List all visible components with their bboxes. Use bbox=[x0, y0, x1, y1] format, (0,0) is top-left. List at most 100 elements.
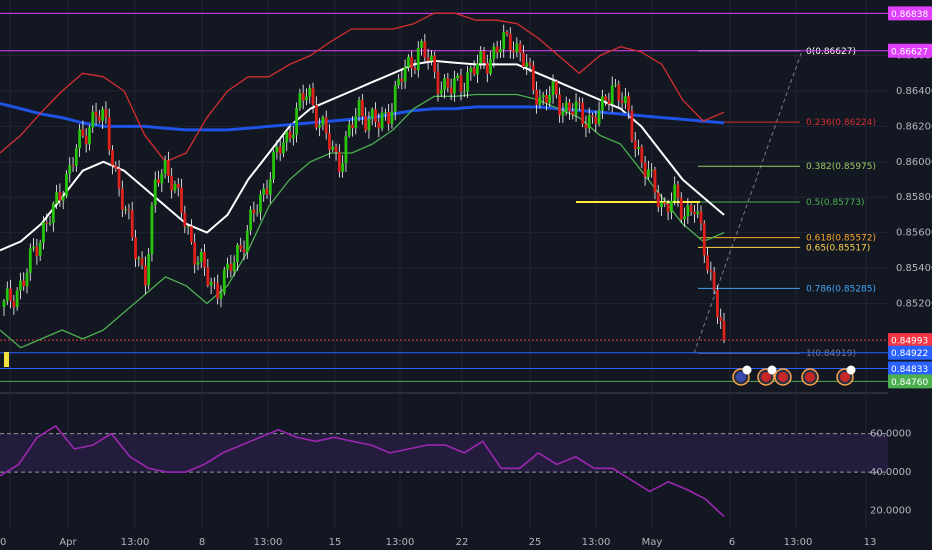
candle-body[interactable] bbox=[143, 265, 147, 286]
candle-body[interactable] bbox=[19, 280, 22, 291]
candle-body[interactable] bbox=[666, 203, 670, 213]
candle-body[interactable] bbox=[48, 222, 52, 224]
candle-body[interactable] bbox=[9, 288, 12, 301]
candle-body[interactable] bbox=[689, 205, 693, 212]
candle-body[interactable] bbox=[236, 245, 239, 262]
candle-body[interactable] bbox=[245, 230, 249, 253]
candle-body[interactable] bbox=[314, 105, 318, 128]
candle-body[interactable] bbox=[25, 272, 29, 287]
candle-body[interactable] bbox=[81, 129, 85, 136]
candle-body[interactable] bbox=[180, 187, 183, 213]
candle-body[interactable] bbox=[413, 68, 417, 71]
candle-body[interactable] bbox=[334, 146, 338, 153]
candle-body[interactable] bbox=[183, 212, 187, 227]
candle-body[interactable] bbox=[660, 202, 663, 208]
candle-body[interactable] bbox=[410, 56, 414, 69]
candle-body[interactable] bbox=[357, 99, 361, 116]
candle-body[interactable] bbox=[393, 85, 397, 112]
candle-body[interactable] bbox=[722, 320, 726, 341]
candle-body[interactable] bbox=[153, 179, 157, 206]
candle-body[interactable] bbox=[630, 110, 634, 141]
candle-body[interactable] bbox=[472, 67, 476, 75]
candle-body[interactable] bbox=[22, 280, 26, 287]
candle-body[interactable] bbox=[374, 109, 377, 122]
candle-body[interactable] bbox=[495, 46, 499, 53]
candle-body[interactable] bbox=[709, 270, 713, 272]
candle-body[interactable] bbox=[462, 91, 466, 93]
candle-body[interactable] bbox=[545, 95, 548, 104]
candle-body[interactable] bbox=[719, 317, 723, 321]
candle-body[interactable] bbox=[492, 46, 496, 60]
candle-body[interactable] bbox=[38, 242, 42, 256]
candle-body[interactable] bbox=[311, 88, 315, 106]
candle-body[interactable] bbox=[446, 78, 450, 88]
candle-body[interactable] bbox=[623, 96, 627, 104]
candle-body[interactable] bbox=[42, 222, 45, 243]
candle-body[interactable] bbox=[535, 89, 539, 105]
candle-body[interactable] bbox=[617, 84, 621, 101]
candle-body[interactable] bbox=[600, 96, 604, 111]
candle-body[interactable] bbox=[117, 168, 121, 189]
candle-body[interactable] bbox=[377, 121, 381, 129]
candle-body[interactable] bbox=[416, 47, 420, 71]
candle-body[interactable] bbox=[206, 267, 210, 286]
candle-body[interactable] bbox=[620, 100, 624, 104]
candle-body[interactable] bbox=[150, 205, 154, 255]
candle-body[interactable] bbox=[252, 209, 256, 214]
candle-body[interactable] bbox=[157, 179, 160, 184]
candle-body[interactable] bbox=[482, 51, 486, 64]
candle-body[interactable] bbox=[55, 192, 59, 204]
candle-body[interactable] bbox=[702, 223, 706, 256]
candle-body[interactable] bbox=[669, 200, 673, 213]
candle-body[interactable] bbox=[508, 33, 512, 51]
candle-body[interactable] bbox=[5, 288, 9, 301]
candle-body[interactable] bbox=[637, 147, 640, 149]
candle-body[interactable] bbox=[456, 75, 460, 79]
candle-body[interactable] bbox=[354, 115, 358, 129]
events-layer[interactable]: 2 3 9 bbox=[732, 365, 856, 386]
candle-body[interactable] bbox=[548, 94, 552, 104]
candle-body[interactable] bbox=[564, 102, 568, 112]
candle-body[interactable] bbox=[607, 100, 611, 105]
candle-body[interactable] bbox=[439, 89, 443, 94]
candle-body[interactable] bbox=[249, 209, 252, 231]
candle-body[interactable] bbox=[627, 96, 631, 111]
candle-body[interactable] bbox=[597, 110, 601, 124]
candle-body[interactable] bbox=[51, 203, 55, 223]
candle-body[interactable] bbox=[554, 81, 558, 95]
candle-body[interactable] bbox=[696, 211, 700, 215]
candle-body[interactable] bbox=[114, 165, 118, 169]
candle-body[interactable] bbox=[360, 99, 364, 117]
candle-body[interactable] bbox=[15, 290, 19, 308]
candle-body[interactable] bbox=[522, 52, 525, 67]
candle-body[interactable] bbox=[400, 79, 404, 82]
candle-body[interactable] bbox=[370, 109, 374, 119]
candle-body[interactable] bbox=[91, 111, 95, 128]
candle-body[interactable] bbox=[561, 111, 565, 116]
candle-body[interactable] bbox=[328, 133, 331, 150]
candle-body[interactable] bbox=[160, 173, 164, 184]
candle-body[interactable] bbox=[364, 116, 368, 131]
candle-body[interactable] bbox=[577, 101, 581, 103]
candle-body[interactable] bbox=[68, 165, 72, 174]
candle-body[interactable] bbox=[45, 222, 49, 224]
candle-body[interactable] bbox=[229, 263, 233, 271]
candle-body[interactable] bbox=[265, 188, 269, 195]
candle-body[interactable] bbox=[693, 211, 696, 215]
candle-body[interactable] bbox=[166, 160, 170, 176]
candle-body[interactable] bbox=[436, 71, 440, 94]
candle-body[interactable] bbox=[610, 85, 614, 105]
candle-body[interactable] bbox=[449, 87, 453, 94]
candle-body[interactable] bbox=[137, 258, 141, 260]
candle-body[interactable] bbox=[512, 50, 515, 53]
candle-body[interactable] bbox=[656, 192, 660, 208]
candle-body[interactable] bbox=[614, 84, 617, 86]
candle-body[interactable] bbox=[426, 57, 430, 61]
candle-body[interactable] bbox=[679, 197, 683, 220]
candle-body[interactable] bbox=[541, 95, 545, 98]
candle-body[interactable] bbox=[124, 209, 128, 211]
candle-body[interactable] bbox=[525, 62, 529, 67]
candle-body[interactable] bbox=[272, 151, 275, 180]
candle-body[interactable] bbox=[203, 251, 206, 268]
candle-body[interactable] bbox=[390, 111, 394, 124]
